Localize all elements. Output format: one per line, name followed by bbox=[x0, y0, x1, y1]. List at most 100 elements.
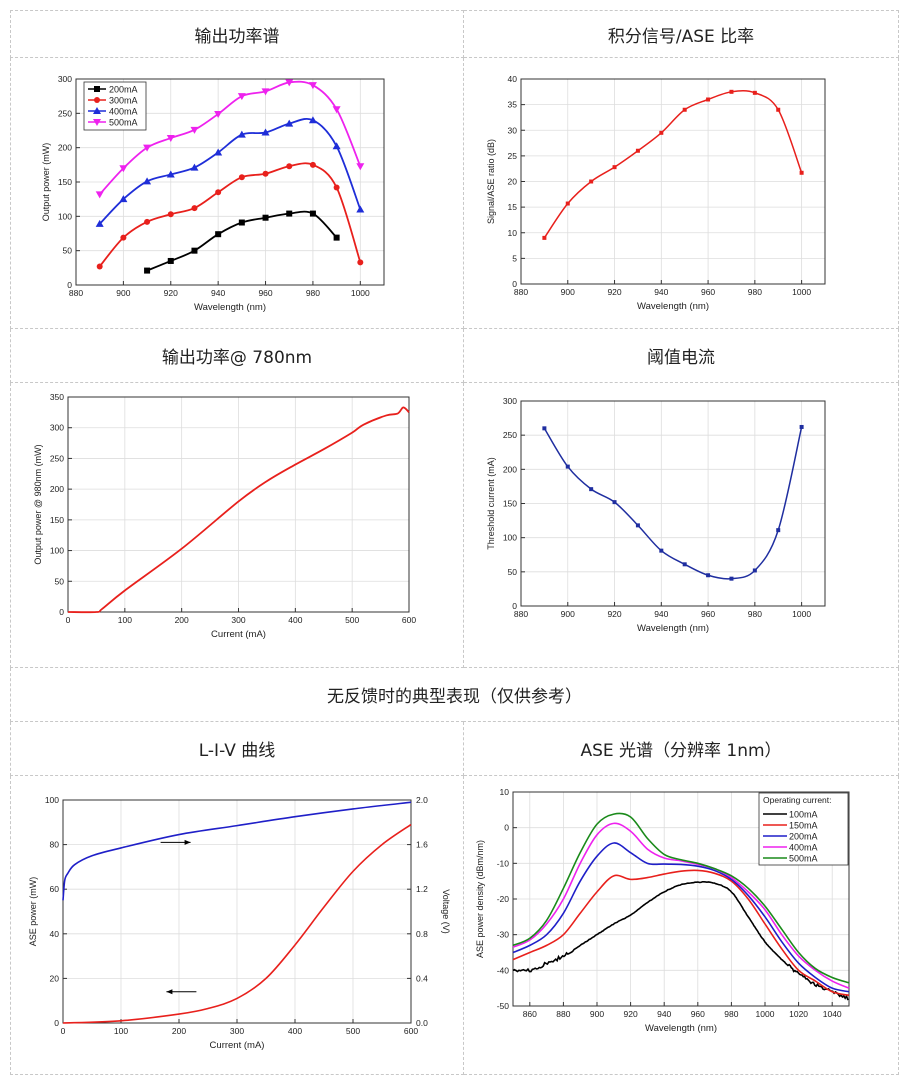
y-tick-label: 150 bbox=[503, 499, 517, 509]
marker-square bbox=[566, 465, 570, 469]
y-tick-label: 50 bbox=[63, 246, 73, 256]
x-tick-label: 980 bbox=[306, 288, 320, 298]
x-tick-label: 1000 bbox=[756, 1009, 775, 1019]
marker-circle bbox=[97, 263, 103, 269]
marker-square bbox=[263, 215, 269, 221]
marker-square bbox=[776, 108, 780, 112]
x-tick-label: 960 bbox=[701, 287, 715, 297]
y-tick-label: 200 bbox=[58, 143, 72, 153]
y2-tick-label: 1.6 bbox=[416, 840, 428, 850]
marker-square bbox=[729, 577, 733, 581]
y-tick-label: 20 bbox=[508, 177, 518, 187]
y-tick-label: 300 bbox=[503, 396, 517, 406]
marker-circle bbox=[286, 163, 292, 169]
x-tick-label: 920 bbox=[607, 287, 621, 297]
x-tick-label: 400 bbox=[288, 615, 302, 625]
x-tick-label: 900 bbox=[116, 288, 130, 298]
marker-triangle-down bbox=[238, 93, 246, 100]
y-tick-label: 250 bbox=[50, 453, 64, 463]
x-tick-label: 0 bbox=[66, 615, 71, 625]
y-tick-label: 20 bbox=[50, 973, 60, 983]
y-tick-label: 0 bbox=[512, 601, 517, 611]
x-tick-label: 500 bbox=[345, 615, 359, 625]
x-tick-label: 920 bbox=[624, 1009, 638, 1019]
marker-square bbox=[191, 248, 197, 254]
y-tick-label: 0 bbox=[512, 279, 517, 289]
y-tick-label: 150 bbox=[50, 515, 64, 525]
x-tick-label: 960 bbox=[701, 609, 715, 619]
y2-tick-label: 0.4 bbox=[416, 973, 428, 983]
x-tick-label: 940 bbox=[654, 609, 668, 619]
x-axis-label: Wavelength (nm) bbox=[637, 301, 709, 312]
marker-circle bbox=[310, 162, 316, 168]
y-tick-label: 5 bbox=[512, 253, 517, 263]
y-tick-label: 100 bbox=[45, 795, 59, 805]
x-tick-label: 980 bbox=[724, 1009, 738, 1019]
marker-triangle-down bbox=[309, 82, 317, 89]
y-tick-label: -20 bbox=[497, 894, 510, 904]
y-axis-label: Threshold current (mA) bbox=[486, 457, 496, 550]
marker-square bbox=[659, 549, 663, 553]
x-tick-label: 940 bbox=[211, 288, 225, 298]
x-tick-label: 940 bbox=[654, 287, 668, 297]
legend-label: 200mA bbox=[789, 832, 818, 842]
header-liv-curve: L-I-V 曲线 bbox=[11, 722, 464, 776]
signal-ase-ratio-chart: 880 900 920 940 960 980 10000510152025303540Wa… bbox=[464, 58, 898, 328]
marker-circle bbox=[263, 171, 269, 177]
marker-square bbox=[613, 165, 617, 169]
y-tick-label: 40 bbox=[508, 74, 518, 84]
marker-square bbox=[239, 220, 245, 226]
x-tick-label: 1000 bbox=[792, 287, 811, 297]
y2-tick-label: 0.8 bbox=[416, 929, 428, 939]
marker-square bbox=[683, 108, 687, 112]
marker-square bbox=[753, 91, 757, 95]
arrow-right-icon bbox=[185, 840, 191, 845]
x-tick-label: 980 bbox=[748, 287, 762, 297]
y2-tick-label: 2.0 bbox=[416, 795, 428, 805]
chart-cell-5: 0 100 200 300 400 500 600 0 20 40 60 80 100 0.0 0.4 0.8… bbox=[11, 776, 464, 1075]
y-tick-label: 300 bbox=[58, 74, 72, 84]
marker-circle bbox=[191, 205, 197, 211]
x-axis-label: Current (mA) bbox=[211, 629, 266, 640]
legend-label: 300mA bbox=[109, 96, 138, 106]
header-signal-ase-ratio: 积分信号/ASE 比率 bbox=[464, 11, 899, 58]
chart-cell-2: 880 900 920 940 960 980 1000 0 5 10 15 20 25 30 35 40 Wa… bbox=[464, 58, 899, 329]
marker-circle bbox=[144, 219, 150, 225]
x-tick-label: 600 bbox=[402, 615, 416, 625]
x-tick-label: 1040 bbox=[823, 1009, 842, 1019]
marker-circle bbox=[168, 211, 174, 217]
ase-spectrum-chart: 860 880 900 920 940 960 980 1000 1020 1040 -50 -40 -… bbox=[464, 776, 898, 1074]
legend-label: 200mA bbox=[109, 85, 138, 95]
y-tick-label: 10 bbox=[508, 228, 518, 238]
series-line-signal-ase bbox=[544, 91, 801, 238]
y-tick-label: 35 bbox=[508, 100, 518, 110]
header-output-spectrum: 输出功率谱 bbox=[11, 11, 464, 58]
x-tick-label: 900 bbox=[561, 609, 575, 619]
liv-curve-chart: 0 100 200 300 400 500 6000204060801000.00.40.8… bbox=[11, 776, 463, 1074]
x-tick-label: 0 bbox=[61, 1026, 66, 1036]
marker-triangle-down bbox=[333, 106, 341, 113]
marker-square bbox=[334, 235, 340, 241]
y-tick-label: 200 bbox=[503, 464, 517, 474]
x-tick-label: 400 bbox=[288, 1026, 302, 1036]
y-tick-label: -30 bbox=[497, 930, 510, 940]
y-tick-label: 30 bbox=[508, 125, 518, 135]
y-tick-label: 0 bbox=[504, 823, 509, 833]
y-tick-label: 250 bbox=[58, 108, 72, 118]
marker-square bbox=[800, 425, 804, 429]
y2-tick-label: 1.2 bbox=[416, 884, 428, 894]
x-axis-label: Wavelength (nm) bbox=[637, 623, 709, 634]
marker-square bbox=[215, 231, 221, 237]
marker-square bbox=[659, 131, 663, 135]
marker-square bbox=[94, 86, 100, 92]
marker-square bbox=[706, 573, 710, 577]
x-tick-label: 1020 bbox=[789, 1009, 808, 1019]
x-tick-label: 500 bbox=[346, 1026, 360, 1036]
legend-label: 400mA bbox=[789, 843, 818, 853]
y-tick-label: 300 bbox=[50, 423, 64, 433]
marker-square bbox=[168, 258, 174, 264]
x-tick-label: 940 bbox=[657, 1009, 671, 1019]
marker-square bbox=[589, 180, 593, 184]
y-tick-label: 0 bbox=[67, 280, 72, 290]
y-tick-label: 350 bbox=[50, 392, 64, 402]
